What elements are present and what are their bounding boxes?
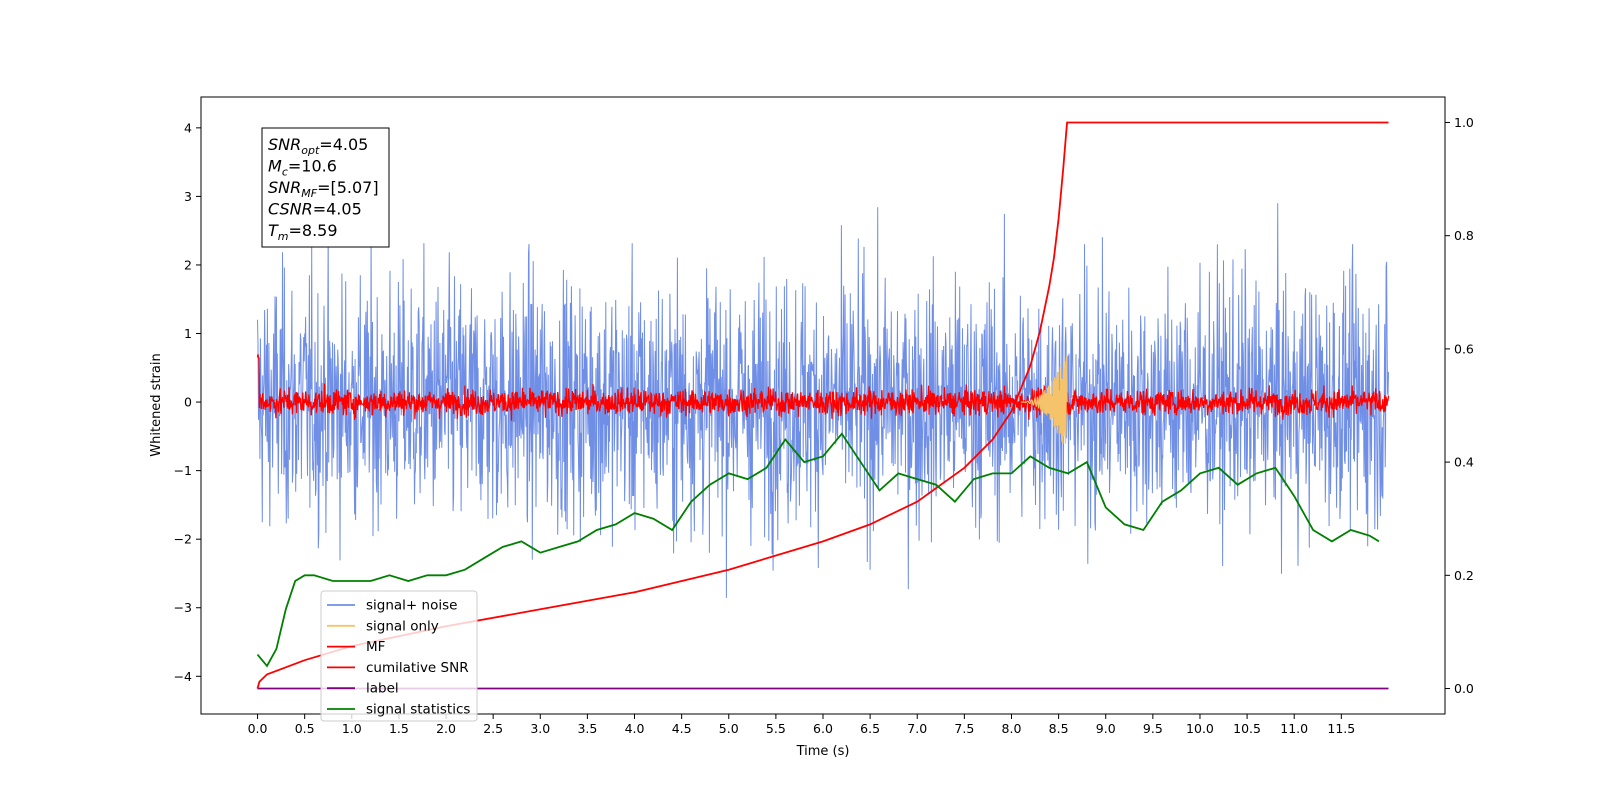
series-signal-noise [257,203,1389,598]
y-axis-label: Whitened strain [149,353,164,456]
x-tick-label: 2.0 [436,721,456,736]
legend-label: cumilative SNR [366,660,469,676]
annotation-line: Tm=8.59 [268,221,338,243]
y2-tick-label: 1.0 [1454,115,1474,130]
x-tick-label: 8.5 [1049,721,1069,736]
x-axis-label: Time (s) [796,744,850,759]
y-tick-label: −2 [174,532,192,547]
series-mf [256,354,1390,421]
x-tick-label: 4.0 [625,721,645,736]
x-tick-label: 11.0 [1280,721,1308,736]
y2-tick-label: 0.8 [1454,228,1474,243]
y2-tick-label: 0.6 [1454,341,1474,356]
y-tick-label: 3 [184,189,192,204]
legend-label: label [366,681,399,697]
noise-traces [256,203,1390,598]
series-signal-statistics [256,432,1380,668]
legend-label: MF [366,639,385,655]
x-tick-label: 7.0 [907,721,927,736]
y-tick-label: −4 [174,669,192,684]
annotation-line: SNRopt=4.05 [268,135,368,157]
x-tick-label: 5.0 [719,721,739,736]
x-tick-label: 3.5 [577,721,597,736]
x-tick-label: 3.0 [530,721,550,736]
x-tick-label: 0.0 [248,721,268,736]
axes: 0.0 0.5 1.0 1.5 2.0 2.5 3.0 3.5 4.0 4.5 5.0 5.5 6.0 6… [174,115,1474,736]
y-tick-label: −3 [174,600,192,615]
x-tick-label: 1.5 [389,721,409,736]
y-tick-label: 1 [184,326,192,341]
x-tick-label: 0.5 [295,721,315,736]
y2-tick-label: 0.0 [1454,681,1474,696]
series-signal-only [1020,355,1068,444]
x-tick-label: 9.0 [1096,721,1116,736]
x-tick-label: 11.5 [1327,721,1355,736]
x-tick-label: 6.0 [813,721,833,736]
legend-label: signal statistics [366,702,470,718]
x-tick-label: 6.5 [860,721,880,736]
legend-label: signal+ noise [366,598,457,614]
x-tick-label: 1.0 [342,721,362,736]
x-tick-label: 4.5 [672,721,692,736]
y2-tick-label: 0.4 [1454,455,1474,470]
annotation-line: Mc=10.6 [268,157,337,179]
x-tick-label: 10.0 [1186,721,1214,736]
y-tick-label: 2 [184,257,192,272]
x-tick-label: 10.5 [1233,721,1261,736]
x-tick-label: 9.5 [1143,721,1163,736]
y-tick-label: −1 [174,463,192,478]
stats-annotation-box [261,127,390,248]
legend: signal+ noise signal only MF cumilative SNR… [320,590,478,722]
x-tick-label: 5.5 [766,721,786,736]
legend-box [320,590,478,722]
y-tick-label: 0 [184,395,192,410]
x-tick-label: 8.0 [1002,721,1022,736]
annotation-line: CSNR=4.05 [268,200,362,219]
annotation-line: SNRMF=[5.07] [268,178,379,200]
y-tick-label: 4 [184,120,192,135]
legend-label: signal only [366,618,439,634]
y2-tick-label: 0.2 [1454,568,1474,583]
x-tick-label: 7.5 [954,721,974,736]
x-tick-label: 2.5 [483,721,503,736]
